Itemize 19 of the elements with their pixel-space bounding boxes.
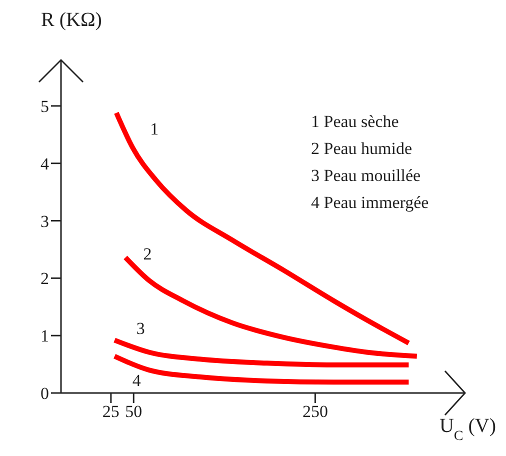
y-tick-label: 5 [40, 96, 49, 116]
y-tick-label: 3 [40, 212, 49, 231]
x-axis-title: U$_{C}$ (V) [439, 415, 496, 444]
y-tick-label: 1 [40, 326, 49, 346]
annotation: 1 Peau sèche [311, 112, 399, 131]
x-tick-label: 25 [102, 402, 120, 422]
y-tick-label: 2 [40, 269, 49, 288]
annotation: 3 Peau mouillée [311, 166, 421, 185]
annotation: 4 Peau immergée [311, 193, 429, 212]
series-label: 3 [136, 319, 145, 338]
x-tick-label: 250 [302, 402, 328, 422]
y-tick-label: 0 [40, 384, 49, 404]
y-tick-label: 4 [40, 154, 50, 174]
y-axis-title: R (KΩ) [41, 9, 102, 31]
series-label: 1 [150, 120, 159, 139]
series-label: 2 [143, 244, 152, 264]
annotation: 2 Peau humide [311, 139, 412, 158]
series-label: 4 [132, 371, 142, 390]
x-tick-label: 50 [125, 402, 142, 422]
